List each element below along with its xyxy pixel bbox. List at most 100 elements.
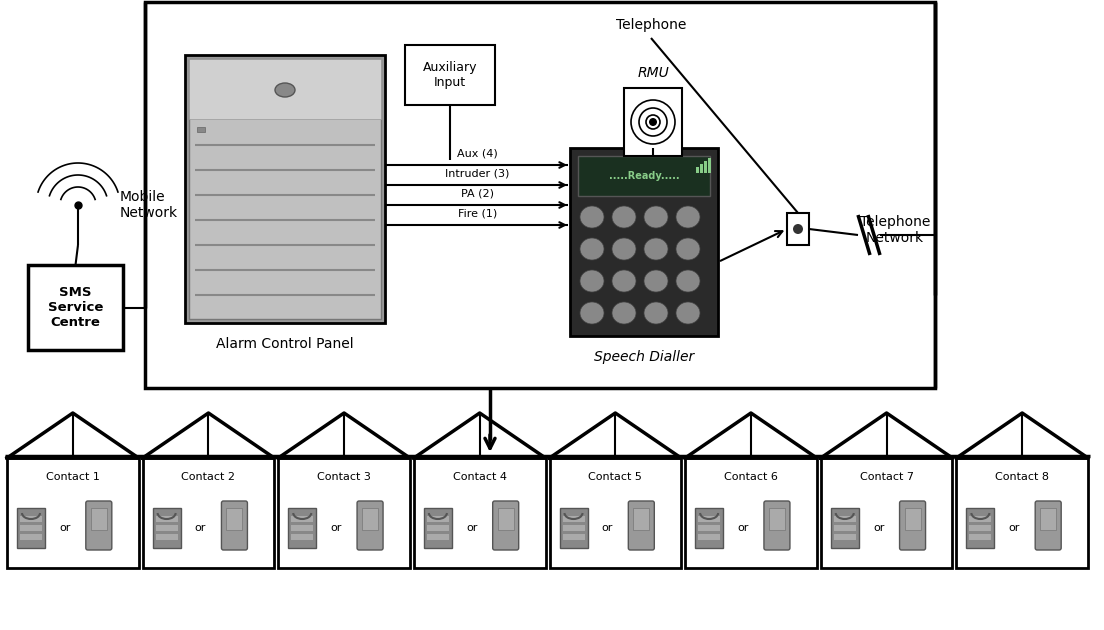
Bar (704, 161, 707, 173)
Bar (362, 508, 378, 530)
Bar (427, 516, 449, 522)
FancyBboxPatch shape (764, 501, 790, 550)
Ellipse shape (612, 206, 636, 228)
Bar (427, 534, 449, 540)
Bar (291, 525, 314, 531)
Bar (696, 167, 699, 173)
Text: PA (2): PA (2) (461, 188, 493, 198)
Bar (278, 458, 410, 568)
Text: or: or (1008, 523, 1020, 533)
Bar (498, 508, 513, 530)
Text: Telephone: Telephone (616, 18, 687, 32)
Bar (424, 508, 452, 548)
Bar (830, 508, 859, 548)
Bar (189, 59, 381, 119)
Bar (28, 265, 123, 350)
Text: Speech Dialler: Speech Dialler (594, 350, 694, 364)
Ellipse shape (676, 238, 700, 260)
Bar (560, 508, 587, 548)
Bar (956, 458, 1089, 568)
Text: or: or (60, 523, 71, 533)
Bar (834, 525, 856, 531)
Bar (405, 45, 495, 105)
Bar (698, 525, 720, 531)
Text: or: or (330, 523, 342, 533)
Text: Contact 4: Contact 4 (453, 472, 507, 482)
Text: Telephone
Network: Telephone Network (860, 215, 931, 245)
Ellipse shape (676, 206, 700, 228)
Bar (189, 59, 381, 319)
Bar (969, 534, 991, 540)
Text: Aux (4): Aux (4) (457, 148, 498, 158)
FancyBboxPatch shape (357, 501, 383, 550)
Text: or: or (466, 523, 477, 533)
Bar (291, 534, 314, 540)
Text: Contact 1: Contact 1 (46, 472, 99, 482)
Ellipse shape (580, 238, 604, 260)
Bar (834, 516, 856, 522)
Text: Auxiliary
Input: Auxiliary Input (423, 61, 477, 89)
Ellipse shape (580, 270, 604, 292)
Bar (7, 458, 139, 568)
Bar (563, 534, 584, 540)
Ellipse shape (612, 270, 636, 292)
Text: or: or (737, 523, 749, 533)
Bar (969, 516, 991, 522)
Text: .....Ready.....: .....Ready..... (608, 171, 679, 181)
Bar (686, 458, 817, 568)
Bar (700, 164, 703, 173)
Bar (185, 55, 385, 323)
Bar (291, 516, 314, 522)
FancyBboxPatch shape (1036, 501, 1061, 550)
Ellipse shape (676, 270, 700, 292)
Ellipse shape (644, 206, 668, 228)
Text: Contact 6: Contact 6 (724, 472, 778, 482)
Bar (698, 516, 720, 522)
Bar (156, 516, 178, 522)
Text: Contact 8: Contact 8 (995, 472, 1049, 482)
Bar (1040, 508, 1057, 530)
Text: Contact 3: Contact 3 (317, 472, 371, 482)
Text: RMU: RMU (637, 66, 669, 80)
Bar (20, 525, 42, 531)
Bar (696, 508, 723, 548)
Text: Alarm Control Panel: Alarm Control Panel (216, 337, 353, 351)
Bar (820, 458, 953, 568)
Text: or: or (602, 523, 613, 533)
Text: Contact 2: Contact 2 (181, 472, 235, 482)
Bar (197, 127, 205, 132)
Bar (226, 508, 243, 530)
Bar (634, 508, 649, 530)
Ellipse shape (612, 238, 636, 260)
Bar (787, 213, 809, 245)
Text: Fire (1): Fire (1) (458, 208, 497, 218)
Text: Intruder (3): Intruder (3) (445, 168, 510, 178)
Text: SMS
Service
Centre: SMS Service Centre (47, 286, 103, 329)
Bar (142, 458, 274, 568)
Bar (698, 534, 720, 540)
Ellipse shape (676, 302, 700, 324)
FancyBboxPatch shape (628, 501, 655, 550)
FancyBboxPatch shape (86, 501, 112, 550)
Bar (578, 156, 710, 196)
Ellipse shape (580, 206, 604, 228)
Bar (288, 508, 316, 548)
Circle shape (793, 224, 803, 234)
Ellipse shape (644, 238, 668, 260)
Bar (769, 508, 785, 530)
Bar (91, 508, 107, 530)
FancyBboxPatch shape (900, 501, 925, 550)
Bar (156, 534, 178, 540)
Bar (834, 534, 856, 540)
Ellipse shape (612, 302, 636, 324)
Bar (969, 525, 991, 531)
Bar (563, 516, 584, 522)
Bar (156, 525, 178, 531)
Circle shape (649, 118, 657, 126)
Text: or: or (873, 523, 884, 533)
Text: or: or (194, 523, 206, 533)
Bar (152, 508, 181, 548)
Ellipse shape (275, 83, 295, 97)
Text: Contact 7: Contact 7 (860, 472, 914, 482)
Text: Contact 5: Contact 5 (588, 472, 643, 482)
